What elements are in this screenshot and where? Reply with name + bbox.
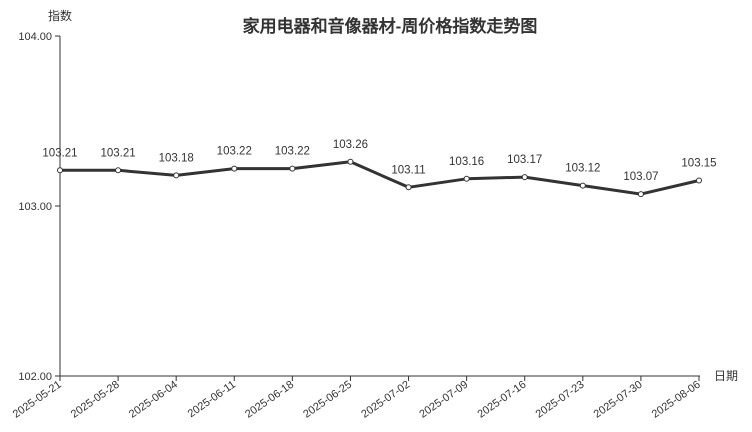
data-point (696, 177, 702, 184)
data-label: 103.21 (100, 147, 135, 159)
data-label: 103.22 (275, 146, 310, 158)
data-label: 103.26 (333, 139, 368, 151)
x-tick-label: 2025-08-06 (650, 379, 703, 421)
data-point (115, 167, 122, 174)
x-axis-label: 日期 (714, 369, 738, 383)
chart-title: 家用电器和音像器材-周价格指数走势图 (243, 16, 538, 36)
data-label: 103.16 (449, 156, 484, 168)
y-tick-label: 104.00 (18, 31, 52, 43)
x-tick-label: 2025-06-04 (127, 379, 180, 421)
y-axis-label: 指数 (48, 8, 72, 23)
x-tick-label: 2025-06-11 (186, 379, 238, 421)
data-label: 103.12 (565, 163, 600, 175)
data-label: 103.21 (42, 147, 77, 159)
x-tick-label: 2025-07-02 (359, 379, 412, 421)
y-tick-label: 102.00 (18, 371, 52, 383)
data-label: 103.17 (507, 154, 542, 166)
data-point (289, 165, 296, 172)
data-point (231, 165, 238, 172)
data-label: 103.22 (217, 146, 252, 158)
data-point (637, 191, 644, 198)
data-label: 103.11 (391, 164, 425, 176)
data-point (579, 182, 586, 189)
series-line (60, 160, 700, 196)
x-tick-label: 2025-05-28 (69, 379, 122, 421)
x-tick-label: 2025-07-23 (534, 379, 587, 421)
x-tick-label: 2025-05-21 (11, 379, 64, 421)
data-point (57, 167, 63, 174)
x-tick-label: 2025-06-25 (301, 379, 354, 421)
data-label: 103.15 (681, 158, 716, 170)
data-label: 103.07 (623, 171, 658, 183)
y-tick-label: 103.00 (18, 201, 52, 213)
data-label: 103.18 (159, 152, 194, 164)
x-tick-label: 2025-07-16 (475, 379, 528, 421)
data-point (521, 174, 528, 181)
data-point (463, 175, 470, 182)
x-tick-label: 2025-07-09 (417, 379, 470, 421)
x-tick-label: 2025-07-30 (592, 379, 645, 421)
data-point (405, 184, 412, 191)
x-tick-label: 2025-06-18 (243, 379, 296, 421)
data-point (173, 172, 180, 179)
data-point (347, 158, 354, 165)
